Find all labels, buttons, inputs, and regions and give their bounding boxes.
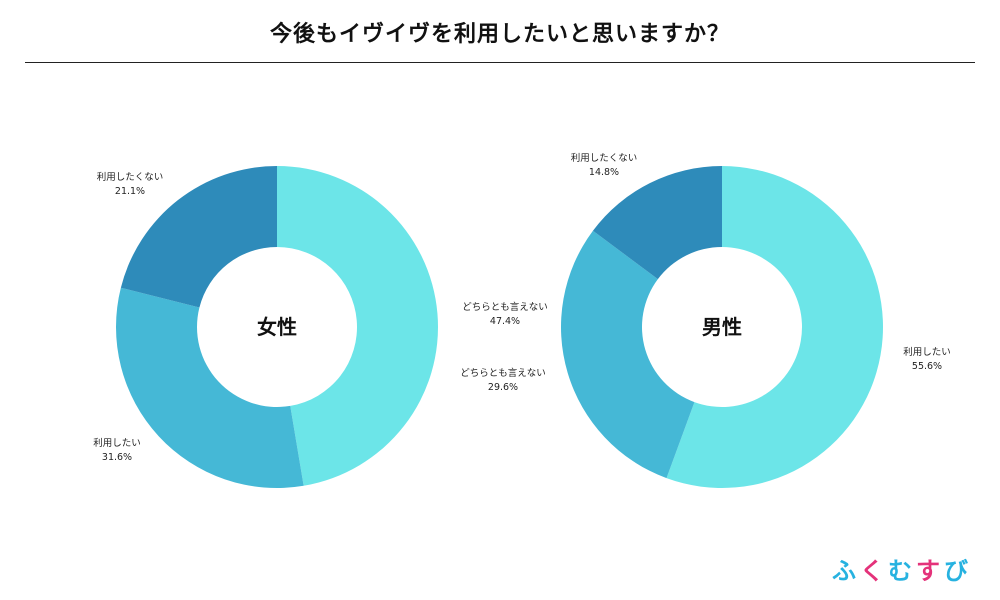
logo-character: く bbox=[860, 557, 888, 585]
donut-center-label: 男性 bbox=[702, 315, 742, 339]
donut-slice bbox=[592, 166, 722, 280]
logo-character: ふ bbox=[832, 557, 860, 585]
donut-chart-1: どちらとも言えない 47.4% 利用したい 31.6% 利用したくない 21.1% 女性 bbox=[93, 166, 548, 489]
donut-center-label: 女性 bbox=[257, 315, 297, 339]
donut-slice bbox=[560, 230, 695, 479]
chart-title: 今後もイヴイヴを利用したいと思いますか？ bbox=[269, 22, 730, 47]
slice-value: 29.6% bbox=[488, 382, 518, 393]
slice-label: 利用したくない bbox=[571, 152, 638, 164]
logo-character: び bbox=[944, 557, 972, 585]
slice-label: 利用したい bbox=[903, 346, 951, 358]
slice-label: 利用したい bbox=[93, 437, 141, 449]
donut-chart-2: 利用したい 55.6% どちらとも言えない 29.6% 利用したくない 14.8% 男性 bbox=[460, 152, 951, 488]
logo-character: む bbox=[888, 557, 916, 585]
donut-slice bbox=[120, 166, 278, 308]
slice-value: 21.1% bbox=[115, 186, 145, 197]
slice-label: 利用したくない bbox=[97, 171, 164, 183]
brand-logo: ふくむすび bbox=[832, 551, 972, 586]
slice-label: どちらとも言えない bbox=[460, 367, 546, 379]
logo-character: す bbox=[916, 557, 944, 585]
slice-value: 31.6% bbox=[102, 452, 132, 463]
donut-slice bbox=[277, 166, 439, 486]
donut-slice bbox=[666, 166, 883, 488]
title-divider bbox=[25, 62, 975, 63]
slice-value: 47.4% bbox=[490, 316, 520, 327]
donut-slice bbox=[116, 287, 304, 489]
slice-label: どちらとも言えない bbox=[462, 301, 548, 313]
slice-value: 14.8% bbox=[589, 167, 619, 178]
slice-value: 55.6% bbox=[912, 361, 942, 372]
